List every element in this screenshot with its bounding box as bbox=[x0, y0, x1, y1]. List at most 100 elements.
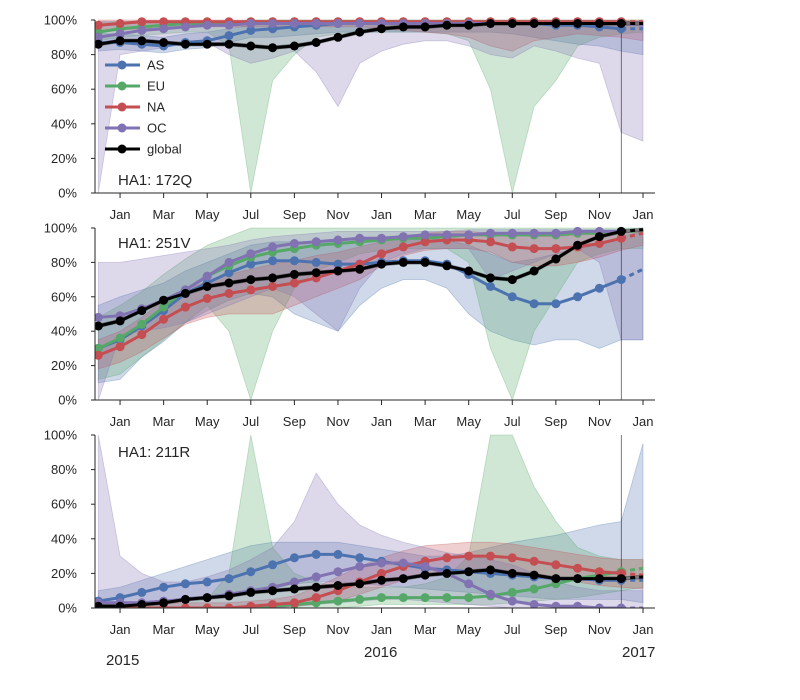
ha1-251v-x-tick-label: Mar bbox=[152, 414, 175, 429]
year-label-2017: 2017 bbox=[622, 644, 655, 661]
ha1-251v-point-na bbox=[137, 330, 147, 340]
ha1-251v-point-global bbox=[442, 261, 452, 271]
ha1-251v-point-global bbox=[289, 269, 299, 279]
ha1-211r-point-as bbox=[289, 553, 299, 563]
ha1-211r-point-global bbox=[289, 584, 299, 594]
ha1-251v-point-oc bbox=[95, 312, 103, 322]
ha1-251v-point-na bbox=[377, 249, 386, 259]
ha1-211r-point-global bbox=[420, 570, 430, 580]
ha1-211r-x-tick-label: Nov bbox=[326, 622, 350, 637]
ha1-251v-point-global bbox=[594, 232, 604, 242]
ha1-172q-point-global bbox=[246, 41, 256, 51]
ha1-251v-point-oc bbox=[246, 249, 256, 259]
panel-211r-x-ticks: Jan Mar May Jul Sep Nov Jan Mar May Jul Sep Nov Jan bbox=[110, 608, 653, 637]
ha1-251v-point-na bbox=[616, 233, 626, 243]
ha1-211r-point-as bbox=[137, 587, 147, 597]
ha1-211r-point-oc bbox=[420, 562, 430, 571]
panel-172q-title: HA1: 172Q bbox=[118, 172, 192, 189]
ha1-251v-x-tick-label: May bbox=[195, 414, 220, 429]
legend-label-oc: OC bbox=[147, 121, 167, 136]
ha1-172q-point-oc bbox=[159, 24, 169, 34]
ha1-211r-point-eu bbox=[529, 584, 539, 594]
ha1-211r-point-global bbox=[268, 586, 278, 596]
ha1-251v-point-na bbox=[180, 302, 190, 312]
ha1-251v-point-as bbox=[333, 259, 343, 269]
ha1-211r-point-na bbox=[507, 553, 517, 563]
ha1-251v-x-tick-label: Sep bbox=[544, 414, 567, 429]
ha1-172q-y-tick-label: 0% bbox=[58, 186, 77, 201]
panel-211r-title: HA1: 211R bbox=[118, 444, 190, 461]
ha1-251v-point-as bbox=[507, 292, 517, 302]
ha1-211r-point-na bbox=[442, 553, 452, 563]
ha1-251v-point-as bbox=[616, 275, 626, 285]
ha1-251v-x-tick-label: Jan bbox=[371, 414, 392, 429]
ha1-251v-point-oc bbox=[377, 233, 386, 243]
ha1-211r-y-tick-label: 40% bbox=[51, 531, 77, 546]
ha1-251v-point-global bbox=[311, 268, 321, 278]
ha1-211r-x-tick-label: Jan bbox=[110, 622, 131, 637]
ha1-211r-x-tick-label: May bbox=[456, 622, 481, 637]
ha1-211r-point-na bbox=[573, 563, 583, 573]
ha1-172q-point-na bbox=[115, 19, 125, 28]
ha1-211r-point-oc bbox=[311, 572, 321, 582]
ha1-251v-point-na bbox=[507, 242, 517, 252]
ha1-172q-point-global bbox=[137, 36, 147, 46]
ha1-251v-point-eu bbox=[159, 302, 169, 312]
legend-label-na: NA bbox=[147, 100, 165, 115]
ha1-251v-x-tick-label: Sep bbox=[283, 414, 306, 429]
ha1-251v-x-tick-label: Jul bbox=[504, 414, 521, 429]
ha1-172q-point-global bbox=[420, 22, 430, 32]
ha1-251v-point-na bbox=[159, 314, 169, 324]
ha1-211r-point-na bbox=[594, 567, 604, 577]
ha1-211r-y-tick-label: 80% bbox=[51, 462, 77, 477]
ha1-251v-point-eu bbox=[115, 333, 125, 343]
ha1-172q-x-tick-label: Jan bbox=[371, 207, 392, 222]
legend-marker-na bbox=[117, 102, 127, 112]
ha1-172q-point-global bbox=[95, 39, 103, 49]
ha1-211r-point-eu bbox=[398, 593, 408, 603]
ha1-251v-point-as bbox=[486, 282, 495, 291]
ha1-211r-point-oc bbox=[377, 558, 386, 568]
panel-251v-y-ticks: 0% 20% 40% 60% 80% 100% bbox=[44, 221, 95, 408]
ha1-251v-point-oc bbox=[464, 230, 474, 240]
ha1-251v-point-oc bbox=[486, 228, 495, 238]
ha1-211r-band-oc bbox=[97, 434, 644, 608]
ha1-251v-point-oc bbox=[224, 257, 234, 267]
ha1-211r-point-oc bbox=[594, 603, 604, 608]
ha1-251v-point-na bbox=[95, 350, 103, 360]
ha1-251v-point-oc bbox=[507, 228, 517, 238]
ha1-211r-point-global bbox=[529, 570, 539, 580]
ha1-251v-point-na bbox=[246, 285, 256, 295]
ha1-211r-x-tick-label: Nov bbox=[588, 622, 612, 637]
ha1-251v-point-as bbox=[594, 283, 604, 293]
ha1-172q-point-na bbox=[137, 17, 147, 27]
ha1-251v-point-na bbox=[594, 239, 604, 248]
ha1-251v-point-global bbox=[268, 273, 278, 283]
ha1-172q-point-global bbox=[464, 20, 474, 30]
ha1-172q-point-oc bbox=[180, 22, 190, 32]
ha1-211r-point-na bbox=[246, 601, 256, 608]
ha1-172q-y-tick-label: 100% bbox=[44, 13, 78, 28]
legend-label-as: AS bbox=[147, 58, 165, 73]
ha1-251v-point-as bbox=[224, 268, 234, 278]
ha1-251v-point-oc bbox=[311, 237, 321, 247]
ha1-172q-y-tick-label: 60% bbox=[51, 82, 77, 97]
ha1-211r-point-oc bbox=[551, 601, 561, 608]
ha1-251v-y-tick-label: 0% bbox=[58, 393, 77, 408]
ha1-211r-point-as bbox=[224, 574, 234, 584]
ha1-251v-point-global bbox=[377, 259, 386, 269]
ha1-251v-point-global bbox=[355, 264, 365, 274]
ha1-172q-point-global bbox=[573, 19, 583, 28]
ha1-211r-point-global bbox=[507, 568, 517, 578]
ha1-211r-y-tick-label: 60% bbox=[51, 497, 77, 512]
ha1-251v-point-oc bbox=[398, 232, 408, 242]
ha1-211r-point-global bbox=[333, 581, 343, 590]
ha1-251v-point-oc bbox=[573, 226, 583, 236]
ha1-251v-x-tick-label: Jul bbox=[242, 414, 259, 429]
ha1-251v-point-as bbox=[289, 256, 299, 266]
ha1-251v-point-oc bbox=[202, 271, 212, 281]
ha1-172q-point-global bbox=[529, 19, 539, 28]
ha1-251v-point-global bbox=[224, 278, 234, 288]
ha1-251v-point-oc bbox=[289, 239, 299, 248]
